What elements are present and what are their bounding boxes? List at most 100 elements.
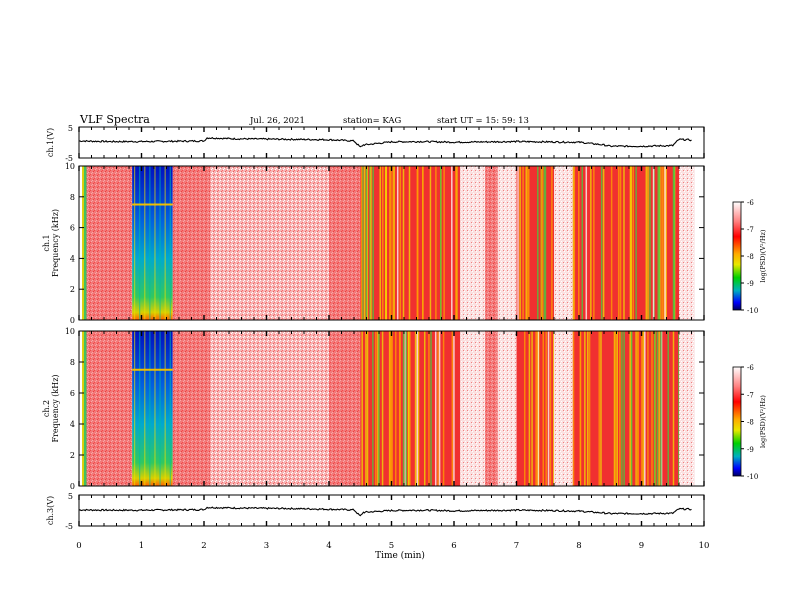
spectrogram-streak <box>647 331 649 486</box>
spectrogram-streak <box>438 331 441 486</box>
spectrogram-streak <box>619 331 621 486</box>
spectrogram-streak <box>405 331 407 486</box>
spectrogram-streak <box>434 331 437 486</box>
spectrogram-segment <box>210 166 329 320</box>
spectrogram-streak <box>377 331 379 486</box>
spectrogram-streak <box>531 331 533 486</box>
x-tick-label: 7 <box>514 541 519 551</box>
spectrogram-streak <box>437 331 439 486</box>
spectrogram-streak <box>660 166 662 320</box>
spectrogram-streak <box>573 166 576 320</box>
spectrogram-streak <box>528 331 531 486</box>
spectrogram-streak <box>547 331 550 486</box>
x-tick-label: 2 <box>201 541 206 551</box>
spectrogram-streak <box>442 331 445 486</box>
spectrogram-streak <box>517 166 519 320</box>
spectrogram-streak <box>644 331 646 486</box>
spectrogram-streak <box>645 166 648 320</box>
spectrogram-streak <box>407 331 410 486</box>
spectrogram-streak <box>390 166 392 320</box>
spectrogram-segment <box>132 331 173 486</box>
y-tick-label: 2 <box>70 451 75 460</box>
ch3-waveform-panel: 5 -5 ch.3(V) <box>46 492 705 531</box>
spectrogram-streak <box>572 166 575 320</box>
spectrogram-streak <box>667 331 669 486</box>
spectrogram-streak <box>393 166 395 320</box>
y-tick-label: 10 <box>65 327 75 336</box>
y-tick-label: -5 <box>65 522 73 531</box>
spectrogram-segment <box>360 166 461 320</box>
spectrogram-streak <box>381 331 384 486</box>
spectrogram-streak <box>656 331 659 486</box>
spectrogram-streak <box>537 331 539 486</box>
spectrogram-segment <box>132 166 173 320</box>
spectrogram-streak <box>672 331 675 486</box>
spectrogram-segment <box>82 166 87 320</box>
spectrogram-streak <box>430 331 432 486</box>
y-axis-label: ch.3(V) <box>46 496 55 525</box>
spectrogram-streak <box>390 331 393 486</box>
colorbar-tick-label: -6 <box>747 199 754 207</box>
spectrogram-segment <box>172 331 211 486</box>
spectrogram-streak <box>617 166 620 320</box>
spectrogram-streak <box>542 331 545 486</box>
spectrogram-streak <box>658 331 660 486</box>
spectrogram-streak <box>652 166 655 320</box>
spectrogram-streak <box>416 331 419 486</box>
spectrogram-streak <box>389 331 391 486</box>
spectrogram-streak <box>661 166 664 320</box>
spectrogram-streak <box>453 331 455 486</box>
colorbar-tick-label: -6 <box>747 364 754 372</box>
spectrogram-streak <box>394 331 397 486</box>
spectrogram-streak <box>621 331 623 486</box>
y-tick-label: -5 <box>65 154 73 163</box>
spectrogram-streak <box>404 331 407 486</box>
spectrogram-streak <box>647 166 649 320</box>
spectrogram-streak <box>525 166 527 320</box>
y-tick-label: 8 <box>70 358 75 367</box>
spectrogram-streak <box>402 331 405 486</box>
y-tick-label: 4 <box>70 254 75 263</box>
colorbar-tick-label: -7 <box>747 226 754 234</box>
ch1-spectrogram-panel: 0 2 4 6 8 10 ch.1 Frequency (kHz) <box>42 162 705 325</box>
spectrogram-segment <box>86 166 126 320</box>
y-tick-label: 6 <box>70 224 75 233</box>
spectrogram-streak <box>398 331 401 486</box>
spectrogram-streak <box>610 166 613 320</box>
spectrogram-streak <box>642 331 645 486</box>
spectrogram-streak <box>423 331 426 486</box>
x-tick-label: 3 <box>264 541 269 551</box>
spectrogram-image <box>79 166 695 320</box>
spectrogram-streak <box>600 331 602 486</box>
ch1-waveform-panel: 5 -5 ch.1(V) <box>46 124 705 163</box>
spectrogram-streak <box>613 331 616 486</box>
spectrogram-streak <box>678 331 680 486</box>
x-tick-label: 8 <box>576 541 581 551</box>
spectrogram-streak <box>422 166 424 320</box>
spectrogram-streak <box>414 331 417 486</box>
spectrogram-streak <box>549 331 552 486</box>
y-tick-label: 2 <box>70 285 75 294</box>
spectrogram-streak <box>664 166 666 320</box>
spectrogram-streak <box>363 166 366 320</box>
spectrogram-streak <box>623 166 625 320</box>
x-tick-label: 5 <box>389 541 394 551</box>
spectrogram-streak <box>660 331 662 486</box>
colorbar-tick-label: -9 <box>747 446 754 454</box>
time-axis: 0 1 2 3 4 5 6 7 8 9 10 <box>76 541 709 551</box>
start-ut-label: start UT = 15: 59: 13 <box>437 116 529 126</box>
spectrogram-streak <box>585 166 588 320</box>
spectrogram-streak <box>361 331 363 486</box>
spectrogram-streak <box>528 166 530 320</box>
x-tick-label: 10 <box>699 541 710 551</box>
spectrogram-segment <box>485 166 498 320</box>
y-axis-label-frequency: Frequency (kHz) <box>51 209 60 277</box>
spectrogram-streak <box>369 166 371 320</box>
spectrogram-streak <box>409 331 411 486</box>
spectrogram-streak <box>635 166 637 320</box>
spectrogram-streak <box>365 166 368 320</box>
spectrogram-streak <box>552 331 555 486</box>
spectrogram-segment <box>79 166 83 320</box>
spectrogram-streak <box>526 166 529 320</box>
